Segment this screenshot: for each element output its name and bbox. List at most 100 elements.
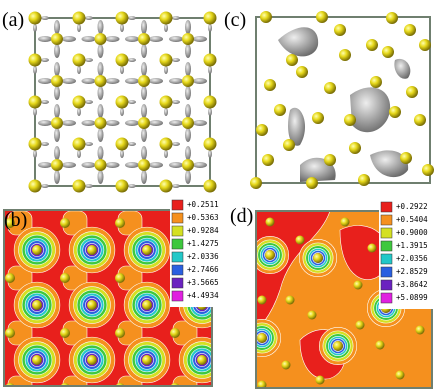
- legend-label: +0.9284: [187, 226, 219, 235]
- atom: [367, 243, 377, 253]
- isosurface: [185, 44, 191, 58]
- atom: [395, 370, 405, 380]
- isosurface: [62, 78, 76, 84]
- atom: [355, 320, 365, 330]
- isosurface: [54, 20, 60, 34]
- isosurface: [38, 162, 52, 168]
- atom: [115, 95, 129, 109]
- isosurface: [97, 44, 104, 58]
- atom: [182, 159, 194, 171]
- atom: [159, 53, 173, 67]
- legend-label: +0.9000: [396, 228, 428, 237]
- atom: [366, 39, 378, 51]
- atom: [334, 24, 346, 36]
- isosurface: [41, 16, 49, 20]
- isosurface: [105, 120, 120, 126]
- isosurface: [370, 150, 409, 178]
- atom: [138, 33, 150, 45]
- isosurface: [172, 16, 180, 20]
- isosurface: [54, 128, 60, 142]
- isosurface: [54, 62, 60, 76]
- atom: [72, 179, 86, 193]
- atom: [257, 380, 267, 388]
- atom: [422, 164, 434, 176]
- atom: [197, 355, 207, 365]
- isosurface: [62, 162, 76, 168]
- isosurface: [85, 184, 93, 188]
- isosurface: [169, 78, 183, 84]
- legend-swatch: [171, 277, 184, 289]
- atom: [353, 280, 363, 290]
- isosurface: [193, 162, 207, 168]
- atom: [32, 300, 42, 310]
- isosurface: [33, 24, 37, 32]
- isosurface: [125, 162, 139, 168]
- isosurface: [97, 20, 104, 34]
- atom: [257, 295, 267, 305]
- legend-swatch: [171, 225, 184, 237]
- atom: [72, 137, 86, 151]
- atom: [60, 273, 70, 283]
- atom: [94, 75, 107, 87]
- legend-label: +4.4934: [187, 291, 219, 300]
- isosurface: [105, 36, 120, 42]
- atom: [283, 139, 295, 151]
- atom: [406, 86, 418, 98]
- legend-label: +2.8529: [396, 267, 428, 276]
- isosurface: [125, 78, 139, 84]
- legend-label: +1.4275: [187, 239, 219, 248]
- atom: [349, 142, 361, 154]
- isosurface: [128, 16, 136, 20]
- isosurface: [149, 120, 163, 126]
- isosurface: [141, 170, 147, 184]
- panel-label: (d): [230, 205, 253, 227]
- atom: [28, 95, 42, 109]
- atom: [182, 33, 194, 45]
- atom: [5, 328, 15, 338]
- atom: [315, 375, 325, 385]
- atom: [94, 117, 107, 129]
- isosurface: [149, 162, 163, 168]
- isosurface: [394, 58, 411, 79]
- legend-swatch: [171, 251, 184, 263]
- isosurface: [120, 24, 124, 32]
- atom: [170, 328, 180, 338]
- atom: [138, 75, 150, 87]
- isosurface: [185, 20, 191, 34]
- atom: [256, 124, 268, 136]
- atom: [60, 328, 70, 338]
- isosurface: [141, 62, 147, 76]
- atom: [313, 253, 323, 263]
- isosurface: [169, 162, 183, 168]
- atom: [386, 12, 398, 24]
- isosurface: [164, 66, 168, 74]
- isosurface: [54, 86, 60, 100]
- isosurface: [193, 36, 207, 42]
- atom: [296, 66, 308, 78]
- isosurface: [193, 78, 207, 84]
- atom: [203, 95, 217, 109]
- atom: [182, 117, 194, 129]
- atom: [419, 39, 431, 51]
- atom: [5, 273, 15, 283]
- isosurface: [350, 87, 391, 133]
- legend-swatch: [171, 212, 184, 224]
- atom: [72, 11, 86, 25]
- atom: [274, 104, 286, 116]
- isosurface: [85, 58, 93, 62]
- isosurface: [120, 108, 124, 116]
- atom: [51, 159, 63, 171]
- atom: [142, 355, 152, 365]
- atom: [159, 179, 173, 193]
- isosurface: [149, 36, 163, 42]
- isosurface: [38, 120, 52, 126]
- isosurface: [164, 108, 168, 116]
- isosurface: [185, 104, 191, 118]
- isosurface: [97, 62, 104, 76]
- atom: [28, 137, 42, 151]
- isosurface: [208, 150, 212, 158]
- atom: [28, 53, 42, 67]
- legend-label: +2.7466: [187, 265, 219, 274]
- isosurface: [193, 120, 207, 126]
